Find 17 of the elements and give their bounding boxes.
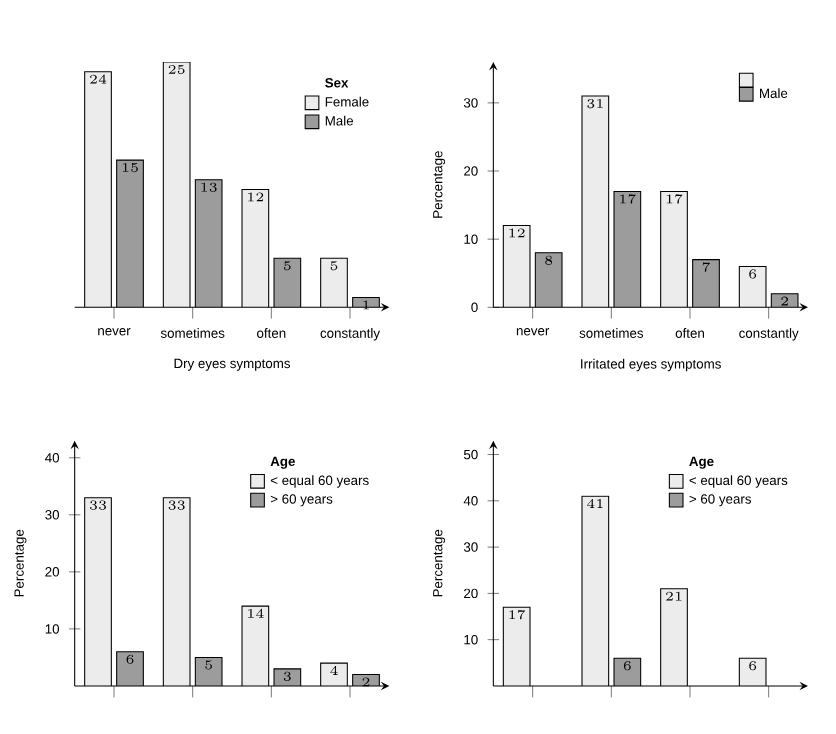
bar <box>162 61 191 308</box>
bar <box>613 191 641 308</box>
bar <box>660 588 688 686</box>
bar <box>582 96 609 308</box>
bar <box>582 496 609 686</box>
bar <box>535 252 562 308</box>
bar <box>503 225 530 308</box>
bar <box>503 607 530 686</box>
bar <box>692 259 720 308</box>
bar <box>241 189 270 308</box>
bar <box>84 71 112 308</box>
bar <box>320 257 348 308</box>
bar <box>738 265 767 308</box>
bar <box>194 179 223 308</box>
bar <box>660 191 688 308</box>
bar <box>273 257 302 308</box>
bar <box>116 159 144 308</box>
